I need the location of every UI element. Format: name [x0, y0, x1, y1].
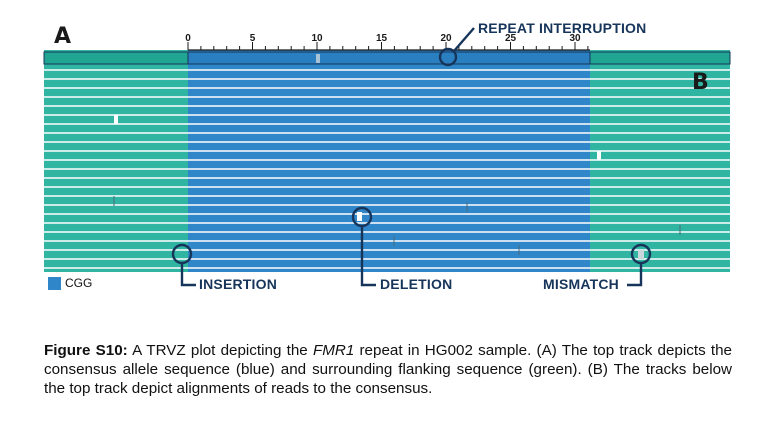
- ruler-tick-label: 10: [311, 33, 323, 44]
- ruler-tick-label: 15: [376, 33, 388, 44]
- deletion-label: DELETION: [380, 276, 453, 292]
- legend-swatch-cgg: [48, 276, 61, 290]
- caption-label: Figure S10:: [44, 342, 128, 359]
- caption-text-2: repeat in HG002 sample. (A) The top trac…: [44, 342, 732, 397]
- legend-label-cgg: CGG: [65, 276, 93, 290]
- ruler-tick-label: 20: [440, 33, 452, 44]
- right-flank-region: [590, 50, 730, 272]
- caption-text-1: A TRVZ plot depicting the: [127, 342, 313, 359]
- left-flank-region: [44, 50, 188, 272]
- insertion-label: INSERTION: [199, 276, 278, 292]
- callouts: [171, 27, 652, 287]
- panel-label-a: A: [54, 24, 72, 49]
- figure-caption: Figure S10: A TRVZ plot depicting the FM…: [44, 341, 732, 398]
- ruler-tick-label: 25: [505, 33, 517, 44]
- panel-label-b: B: [692, 70, 709, 95]
- interruption-mark: [316, 54, 320, 63]
- repeat-region: [188, 50, 590, 272]
- trvz-plot: 0 5 10 15 20 25 30: [43, 27, 731, 287]
- legend: CGG: [48, 276, 92, 290]
- ruler-tick-label: 30: [569, 33, 581, 44]
- ruler: 0 5 10 15 20 25 30: [185, 33, 590, 51]
- ruler-tick-label: 0: [185, 33, 191, 44]
- variant-marks: [113, 115, 681, 259]
- repeat-interruption-label: REPEAT INTERRUPTION: [478, 20, 647, 36]
- consensus-track: [43, 51, 731, 65]
- mismatch-label: MISMATCH: [543, 276, 619, 292]
- caption-gene: FMR1: [312, 342, 355, 359]
- ruler-tick-label: 5: [250, 33, 256, 44]
- repeat-interruption-circle: [438, 47, 458, 67]
